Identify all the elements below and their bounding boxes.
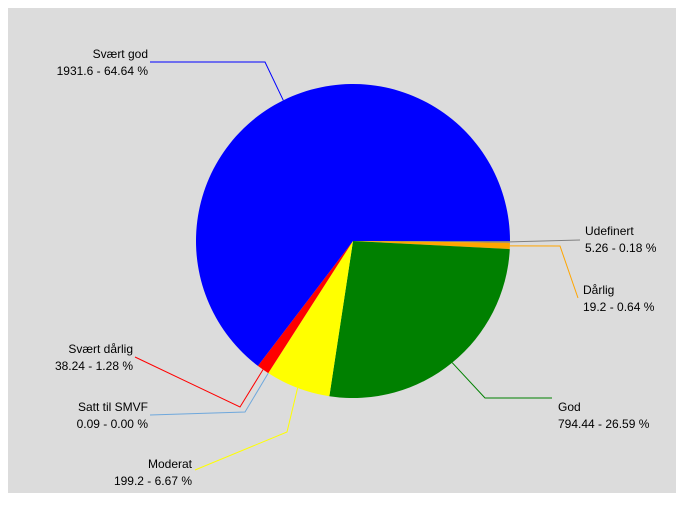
leader-line (134, 356, 264, 408)
value-label: 1931.6 - 64.64 % (57, 64, 149, 78)
slice-label: Svært dårlig (68, 342, 133, 356)
value-label: 199.2 - 6.67 % (114, 474, 192, 488)
value-label: 19.2 - 0.64 % (583, 300, 655, 314)
pie-slice (257, 241, 353, 374)
slice-label: Svært god (93, 47, 148, 61)
leader-line (451, 362, 552, 399)
leader-line (150, 61, 284, 101)
slice-label: Dårlig (583, 283, 614, 297)
pie-slice (196, 84, 511, 366)
leader-line (149, 372, 269, 416)
pie-slice (268, 241, 353, 397)
pie-slice (353, 241, 510, 243)
slice-label: Udefinert (585, 224, 634, 238)
value-label: 38.24 - 1.28 % (55, 359, 133, 373)
value-label: 0.09 - 0.00 % (77, 417, 149, 431)
pie-slice (353, 241, 510, 250)
value-label: 794.44 - 26.59 % (558, 417, 650, 431)
leader-line (509, 245, 579, 299)
leader-line (509, 239, 581, 243)
slice-label: Moderat (148, 457, 193, 471)
pie-slice (329, 241, 510, 398)
slice-label: Satt til SMVF (78, 400, 148, 414)
slice-label: God (558, 400, 581, 414)
leader-line (194, 387, 299, 471)
value-label: 5.26 - 0.18 % (585, 241, 657, 255)
pie-slice (268, 241, 353, 374)
